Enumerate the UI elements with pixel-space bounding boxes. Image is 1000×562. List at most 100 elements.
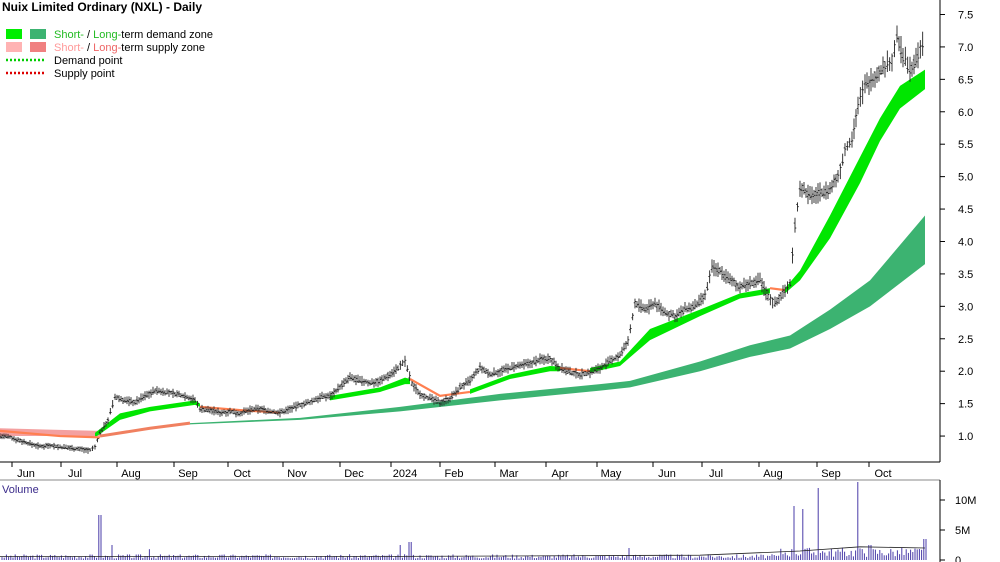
price-bar — [32, 442, 36, 447]
price-bar — [588, 369, 592, 379]
price-bar — [665, 310, 669, 317]
price-bar — [91, 445, 94, 451]
price-bar — [454, 386, 458, 397]
price-bar — [852, 118, 856, 140]
price-bar — [722, 270, 726, 282]
long-supply-connector — [99, 421, 191, 438]
price-bar — [867, 75, 871, 95]
price-bar — [904, 46, 907, 66]
price-bar — [914, 47, 918, 68]
legend-short-supply-swatch — [6, 42, 22, 52]
price-bar — [430, 394, 434, 403]
price-bar — [0, 433, 2, 440]
x-tick-label: Oct — [233, 468, 250, 480]
price-bar — [436, 396, 440, 404]
price-bar — [576, 371, 580, 378]
price-bar — [620, 346, 624, 357]
price-bar — [208, 407, 212, 414]
y-tick-label: 2.0 — [958, 366, 973, 378]
price-bar — [703, 289, 707, 301]
price-bar — [426, 395, 430, 401]
price-bar — [68, 445, 72, 451]
short-supply-connector-5 — [769, 287, 786, 292]
price-bar — [143, 391, 147, 401]
price-bar — [750, 279, 754, 287]
x-tick-label: Jun — [658, 468, 676, 480]
price-bar — [288, 405, 292, 413]
price-bar — [230, 409, 234, 414]
price-bar — [338, 384, 342, 390]
price-bar — [806, 184, 810, 205]
x-tick-label: Apr — [551, 468, 568, 480]
price-bar — [883, 61, 887, 78]
price-bar — [604, 358, 608, 370]
price-bar — [234, 410, 238, 418]
price-bar — [552, 357, 556, 365]
price-panel: 1.0 1.5 2.0 2.5 3.0 3.5 4.0 4.5 5.0 5.5 6.0 6.5 7.0 7… — [0, 0, 973, 480]
price-bar — [546, 353, 550, 364]
price-bar — [187, 395, 191, 401]
price-bar — [16, 437, 20, 443]
price-bar — [350, 374, 354, 382]
price-bar — [183, 392, 187, 401]
y-tick-label: 6.0 — [958, 107, 973, 119]
price-bar — [773, 296, 777, 308]
price-bar — [161, 387, 165, 396]
price-bar — [14, 437, 18, 444]
price-bar — [536, 357, 540, 364]
price-bar — [802, 181, 806, 195]
price-bar — [645, 303, 649, 313]
price-bar — [52, 442, 56, 450]
price-bar — [342, 378, 346, 387]
price-bar — [248, 405, 252, 415]
price-bar — [760, 277, 764, 293]
price-bar — [758, 272, 762, 284]
short-demand-zone-1 — [95, 400, 200, 438]
price-bar — [901, 47, 905, 68]
price-bar — [4, 433, 8, 439]
price-bar — [841, 153, 844, 166]
price-bar — [633, 298, 637, 309]
price-bar — [403, 355, 407, 367]
price-bar — [822, 185, 826, 199]
price-bar — [506, 363, 510, 374]
price-bar — [706, 281, 709, 291]
short-supply-connector-4 — [559, 366, 591, 373]
price-bar — [456, 387, 460, 394]
legend-long-demand-swatch — [30, 29, 46, 39]
price-bar — [382, 374, 386, 382]
price-bar — [446, 397, 450, 404]
price-bar — [226, 409, 230, 417]
price-bar — [875, 67, 879, 84]
price-bar — [582, 370, 586, 377]
legend-short-demand-swatch — [6, 29, 22, 39]
price-bar — [167, 389, 171, 397]
price-bar — [464, 378, 468, 386]
x-tick-label: Mar — [500, 468, 519, 480]
price-bar — [602, 363, 606, 368]
price-bar — [786, 281, 789, 294]
price-bar — [895, 25, 899, 43]
price-bar — [516, 361, 520, 369]
price-bar — [746, 279, 750, 292]
price-bar — [76, 446, 80, 452]
price-bar — [88, 447, 92, 452]
price-bar — [458, 382, 462, 391]
price-bar — [693, 299, 697, 310]
price-bar — [474, 368, 478, 376]
price-bar — [486, 368, 490, 378]
price-bar — [326, 392, 330, 400]
price-bar — [496, 369, 500, 378]
price-bar — [82, 447, 86, 454]
price-bar — [344, 377, 348, 384]
price-bar — [738, 281, 742, 294]
price-bar — [538, 353, 542, 365]
y-tick-label: 1.5 — [958, 399, 973, 411]
y-tick-label: 3.5 — [958, 269, 973, 281]
price-bar — [378, 376, 382, 386]
price-bar — [472, 371, 476, 379]
price-bar — [292, 402, 296, 410]
date-x-axis: Jun Jul Aug Sep Oct Nov Dec 2024 Feb Mar Apr May Jun… — [11, 462, 892, 480]
price-bar — [191, 394, 195, 404]
price-bar — [584, 371, 588, 377]
